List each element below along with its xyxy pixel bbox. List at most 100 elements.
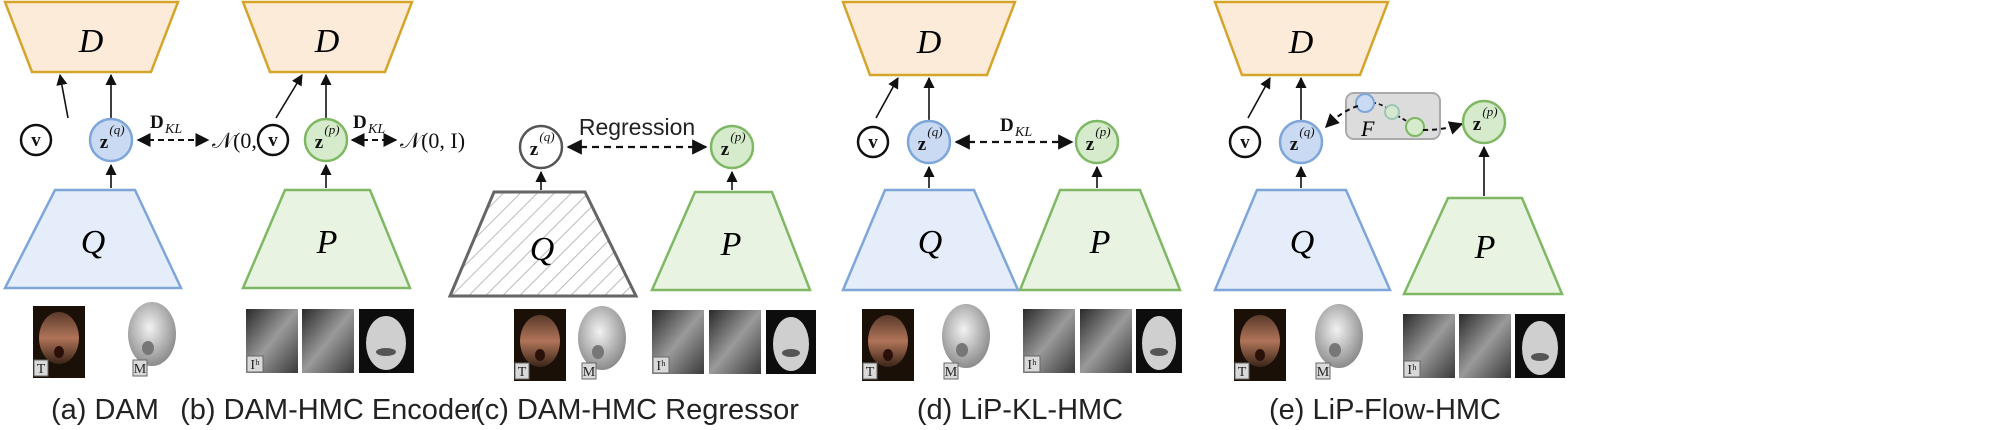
zp-node-e	[1461, 99, 1507, 145]
svg-text:(q): (q)	[927, 124, 942, 139]
caption-b: (b) DAM-HMC Encoder	[180, 394, 480, 426]
decoder-d-d	[841, 0, 1017, 77]
panel-e: D v z (q) F z (p) Q P T	[1213, 0, 1565, 426]
flow-point-1	[1355, 93, 1375, 113]
encoder-p-e	[1402, 196, 1564, 296]
svg-text:(q): (q)	[1299, 124, 1314, 139]
svg-text:KL: KL	[164, 122, 182, 137]
v-node-e	[1228, 125, 1262, 159]
svg-text:v: v	[868, 132, 878, 153]
svg-text:z: z	[721, 139, 730, 160]
texture-image-d: T	[862, 309, 914, 381]
hmc-images-e: Iʰ	[1403, 314, 1565, 378]
decoder-d-b	[241, 0, 414, 74]
decoder-label-b: D	[314, 23, 340, 60]
svg-text:v: v	[1240, 132, 1250, 153]
v-node-b	[256, 123, 290, 157]
regression-label: Regression	[579, 114, 695, 140]
caption-c: (c) DAM-HMC Regressor	[475, 394, 799, 426]
caption-d: (d) LiP-KL-HMC	[917, 394, 1123, 426]
svg-text:T: T	[866, 365, 875, 380]
texture-image-e: T	[1234, 309, 1286, 381]
svg-text:Iʰ: Iʰ	[250, 358, 260, 373]
encoder-p-c	[650, 190, 812, 292]
svg-text:M: M	[134, 362, 147, 377]
encoder-label-c-p: P	[720, 226, 742, 263]
zp-node-c	[709, 124, 755, 170]
zq-node-e	[1278, 119, 1324, 165]
encoder-label-d-p: P	[1089, 224, 1111, 261]
hmc-images-d: Iʰ	[1023, 309, 1182, 373]
encoder-label-a: Q	[81, 224, 106, 261]
encoder-q-a	[2, 188, 183, 290]
mesh-image-e: M	[1315, 304, 1363, 380]
svg-text:Iʰ: Iʰ	[1027, 358, 1037, 373]
svg-text:(p): (p)	[1482, 104, 1497, 119]
panel-b: D v z (p) D KL 𝒩(0, I) P Iʰ (b) DAM-HMC …	[180, 0, 480, 426]
panel-d: D v z (q) D KL z (p) Q P T M	[841, 0, 1182, 426]
svg-text:z: z	[918, 134, 927, 155]
decoder-label-e: D	[1288, 24, 1314, 61]
zq-node-a	[88, 117, 134, 163]
decoder-d-e	[1213, 0, 1390, 77]
svg-text:z: z	[1290, 134, 1299, 155]
svg-text:z: z	[1086, 134, 1095, 155]
svg-text:z: z	[315, 132, 324, 153]
zq-node-c	[518, 124, 564, 170]
svg-text:T: T	[1238, 365, 1247, 380]
svg-text:(p): (p)	[324, 122, 339, 137]
zp-node-b	[303, 117, 349, 163]
svg-text:M: M	[583, 365, 596, 380]
flow-point-3	[1405, 117, 1425, 137]
encoder-label-d-q: Q	[918, 224, 943, 261]
mesh-image-c: M	[578, 306, 626, 380]
encoder-q-e	[1213, 188, 1392, 292]
svg-text:z: z	[100, 132, 109, 153]
texture-image-a: T	[33, 306, 85, 378]
hmc-images-c: Iʰ	[652, 310, 816, 374]
svg-text:(p): (p)	[1095, 124, 1110, 139]
mesh-image-a: M	[128, 302, 176, 377]
svg-text:M: M	[945, 365, 958, 380]
v-node-a	[19, 123, 53, 157]
encoder-q-d	[841, 188, 1020, 292]
flow-label: F	[1360, 116, 1375, 141]
svg-text:(q): (q)	[109, 122, 124, 137]
svg-text:T: T	[518, 365, 527, 380]
svg-text:v: v	[31, 130, 41, 151]
caption-e: (e) LiP-Flow-HMC	[1269, 394, 1501, 426]
hmc-images-b: Iʰ	[246, 309, 414, 373]
svg-text:(q): (q)	[539, 129, 554, 144]
panel-c: z (q) Regression z (p) Q P T M	[447, 114, 816, 426]
flow-point-2	[1384, 104, 1400, 120]
texture-image-c: T	[514, 309, 566, 381]
svg-text:KL: KL	[1014, 125, 1032, 140]
svg-text:KL: KL	[367, 122, 385, 137]
encoder-label-c-q: Q	[530, 231, 555, 268]
decoder-label-a: D	[78, 23, 104, 60]
svg-text:z: z	[530, 139, 539, 160]
v-node-d	[856, 125, 890, 159]
encoder-label-e-q: Q	[1290, 224, 1315, 261]
encoder-p-d	[1018, 188, 1182, 292]
mesh-image-d: M	[942, 304, 990, 380]
normal-prior-b: 𝒩(0, I)	[400, 128, 465, 153]
svg-text:z: z	[1473, 114, 1482, 135]
caption-a: (a) DAM	[51, 394, 159, 426]
encoder-label-e-p: P	[1474, 229, 1496, 266]
kl-label-d: D	[1000, 115, 1014, 136]
kl-label-b: D	[353, 112, 367, 133]
panel-a: D v z (q) D KL 𝒩(0, I) Q T M (a) DAM	[2, 0, 277, 426]
decoder-label-d: D	[916, 24, 942, 61]
zp-node-d	[1074, 119, 1120, 165]
svg-text:M: M	[1317, 365, 1330, 380]
encoder-p-b	[241, 188, 412, 290]
decoder-d-a	[3, 0, 180, 74]
encoder-q-c-frozen	[447, 190, 639, 298]
kl-label-a: D	[150, 112, 164, 133]
svg-text:v: v	[268, 130, 278, 151]
svg-text:T: T	[37, 362, 46, 377]
zq-node-d	[906, 119, 952, 165]
svg-text:(p): (p)	[730, 129, 745, 144]
